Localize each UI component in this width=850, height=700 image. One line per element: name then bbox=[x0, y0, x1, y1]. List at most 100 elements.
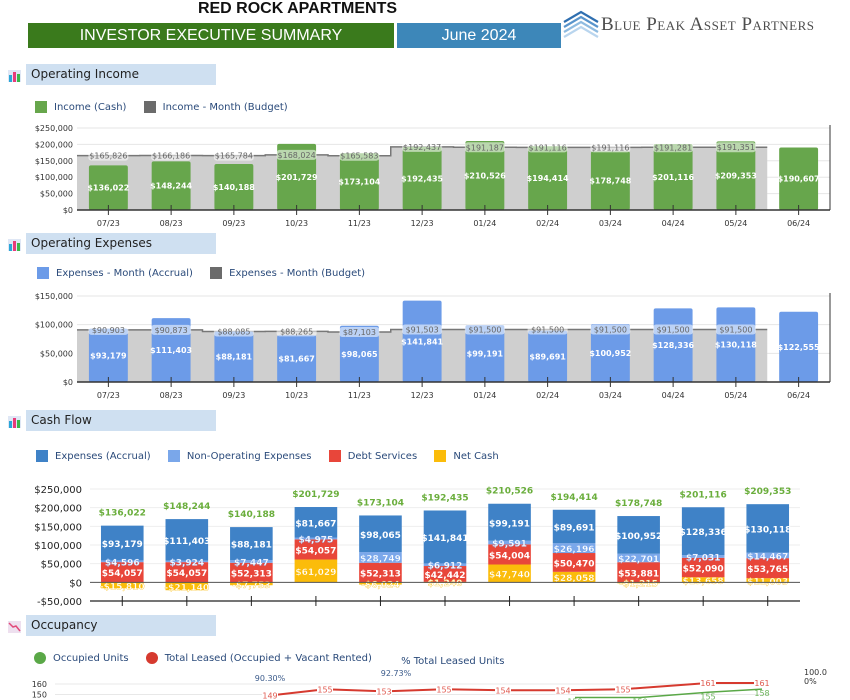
non-operating-segment bbox=[681, 555, 725, 558]
segment-value-label: $13,658 bbox=[683, 577, 724, 587]
y-tick-label: $100,000 bbox=[34, 541, 82, 552]
expenses-segment bbox=[100, 525, 144, 561]
legend-swatch bbox=[434, 450, 447, 462]
y-tick-label: 160 bbox=[32, 680, 47, 689]
non-operating-segment bbox=[359, 552, 402, 563]
legend-item[interactable]: Income - Month (Budget) bbox=[143, 101, 288, 113]
legend-item[interactable]: Occupied Units bbox=[34, 652, 129, 664]
total-leased-label: 154 bbox=[495, 686, 510, 695]
net-cash-segment bbox=[230, 582, 273, 586]
segment-value-label: $53,765 bbox=[747, 565, 788, 575]
legend-label: Debt Services bbox=[347, 450, 418, 462]
budget-label-bg bbox=[88, 150, 129, 161]
legend-item[interactable]: Total Leased (Occupied + Vacant Rented) bbox=[145, 652, 372, 664]
legend-item[interactable]: Income (Cash) bbox=[35, 101, 126, 113]
segment-value-label: $130,118 bbox=[744, 525, 791, 535]
legend-item[interactable]: Expenses - Month (Budget) bbox=[210, 267, 365, 279]
operating-income-chart: $0 $50,000 $100,000 $150,000 $200,000 $250,00… bbox=[35, 124, 831, 228]
legend-label: Income - Month (Budget) bbox=[162, 101, 288, 113]
legend-swatch bbox=[34, 652, 46, 664]
legend-label: Expenses - Month (Accrual) bbox=[56, 267, 193, 279]
y-tick-label: $0 bbox=[63, 206, 73, 215]
expenses-segment bbox=[165, 519, 209, 561]
actual-bar bbox=[779, 147, 819, 210]
budget-label-bg bbox=[653, 324, 694, 335]
legend-item[interactable]: Expenses - Month (Accrual) bbox=[37, 267, 193, 279]
y-tick-label: $200,000 bbox=[34, 504, 82, 515]
budget-label-bg bbox=[527, 324, 568, 335]
actual-bar bbox=[590, 151, 630, 210]
cashflow-legend: Expenses (Accrual) Non-Operating Expense… bbox=[36, 450, 513, 465]
budget-value-label: $88,085 bbox=[217, 327, 250, 336]
budget-label-bg bbox=[402, 141, 443, 152]
label-bg bbox=[700, 677, 716, 687]
bar-value-label: $210,526 bbox=[464, 171, 506, 180]
expenses-segment bbox=[488, 503, 531, 541]
total-value-label: $140,188 bbox=[228, 510, 275, 520]
segment-value-label: -$1,215 bbox=[619, 580, 657, 590]
legend-swatch bbox=[328, 450, 341, 462]
net-cash-segment bbox=[552, 571, 596, 583]
report-subtitle: INVESTOR EXECUTIVE SUMMARY bbox=[28, 23, 394, 48]
occupied-line bbox=[575, 688, 763, 699]
segment-value-label: $7,031 bbox=[686, 553, 721, 563]
legend-label: Occupied Units bbox=[53, 652, 129, 664]
segment-value-label: $100,952 bbox=[615, 532, 662, 542]
segment-value-label: $98,065 bbox=[360, 531, 401, 541]
budget-value-label: $165,583 bbox=[340, 152, 378, 161]
budget-value-label: $90,873 bbox=[155, 326, 188, 335]
operating-expenses-chart: $0 $50,000 $100,000 $150,000 $93,179 $111,403… bbox=[35, 292, 831, 400]
legend-item[interactable]: % Total Leased Units bbox=[401, 656, 504, 667]
section-title: Operating Expenses bbox=[26, 233, 216, 254]
total-leased-label: 155 bbox=[615, 685, 630, 694]
x-tick-label: 06/24 bbox=[787, 219, 810, 228]
debt-service-segment bbox=[488, 544, 531, 565]
total-value-label: $136,022 bbox=[99, 509, 146, 519]
budget-value-label: $91,500 bbox=[594, 326, 627, 335]
segment-value-label: $22,701 bbox=[618, 555, 659, 565]
legend-item[interactable]: Debt Services bbox=[328, 450, 418, 462]
budget-line bbox=[77, 146, 768, 157]
segment-value-label: $50,470 bbox=[554, 559, 595, 569]
actual-bar bbox=[465, 325, 505, 382]
debt-service-segment bbox=[552, 553, 596, 572]
x-tick-label: 07/23 bbox=[97, 219, 120, 228]
legend-swatch bbox=[35, 101, 47, 113]
non-operating-segment bbox=[746, 552, 790, 559]
budget-label-bg bbox=[276, 149, 317, 160]
legend-label: Income (Cash) bbox=[54, 101, 127, 113]
expenses-segment bbox=[423, 510, 467, 564]
budget-value-label: $88,265 bbox=[280, 327, 313, 336]
budget-value-label: $168,024 bbox=[278, 151, 316, 160]
budget-value-label: $91,503 bbox=[406, 326, 439, 335]
debt-service-segment bbox=[423, 566, 467, 582]
x-tick-label: 10/23 bbox=[285, 391, 308, 400]
budget-label-bg bbox=[88, 324, 129, 335]
section-title: Cash Flow bbox=[26, 410, 216, 431]
occupied-label: 155 bbox=[700, 692, 715, 700]
segment-value-label: $28,058 bbox=[554, 574, 595, 584]
brand-logo: Blue Peak Asset Partners bbox=[563, 8, 848, 40]
debt-service-segment bbox=[165, 562, 209, 583]
occupied-label: 158 bbox=[754, 689, 769, 698]
bar-value-label: $130,118 bbox=[715, 341, 757, 350]
actual-bar bbox=[88, 165, 128, 210]
cash-flow-chart: -$50,000 $0 $50,000 $100,000 $150,000 $200,00… bbox=[34, 485, 800, 608]
legend-item[interactable]: Net Cash bbox=[434, 450, 499, 462]
budget-label-bg bbox=[715, 324, 756, 335]
segment-value-label: $7,447 bbox=[234, 558, 269, 568]
actual-bar bbox=[528, 330, 568, 382]
total-value-label: $178,748 bbox=[615, 499, 662, 509]
legend-swatch bbox=[210, 267, 223, 279]
bar-value-label: $88,181 bbox=[216, 353, 253, 362]
pct-label: 92.73% bbox=[381, 669, 412, 678]
section-title: Occupancy bbox=[26, 615, 216, 636]
net-cash-segment bbox=[294, 559, 338, 583]
line-chart-icon bbox=[8, 621, 21, 633]
legend-item[interactable]: Non-Operating Expenses bbox=[167, 450, 312, 462]
bar-value-label: $122,555 bbox=[778, 343, 820, 352]
legend-item[interactable]: Expenses (Accrual) bbox=[36, 450, 151, 462]
budget-label-bg bbox=[402, 324, 443, 335]
bar-value-label: $100,952 bbox=[589, 349, 631, 358]
segment-value-label: -$7,753 bbox=[232, 581, 270, 591]
